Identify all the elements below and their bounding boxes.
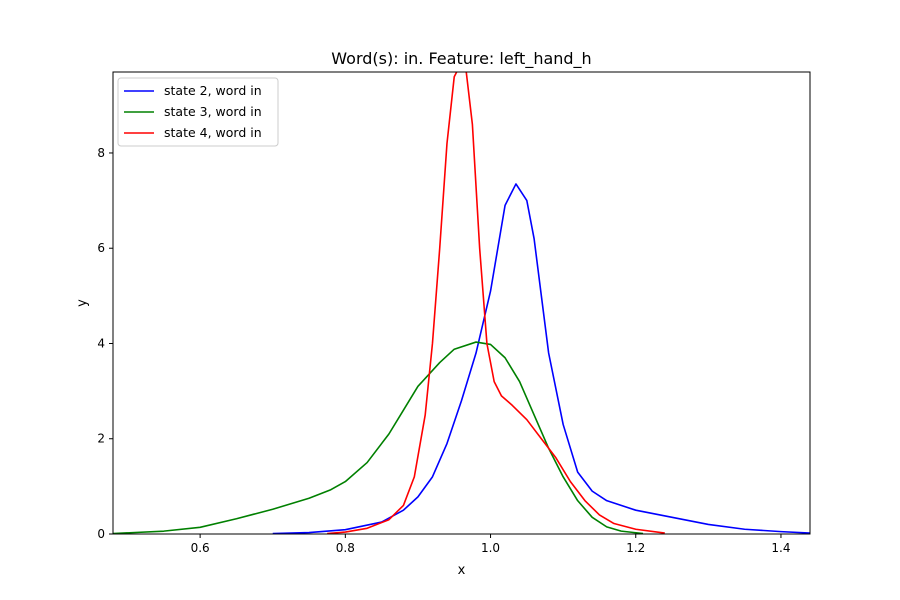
plot-area xyxy=(113,72,810,534)
series-line-2 xyxy=(113,341,644,534)
y-tick-label: 6 xyxy=(97,241,105,255)
y-tick-label: 2 xyxy=(97,432,105,446)
legend-label-2: state 3, word in xyxy=(164,104,262,119)
y-tick-label: 0 xyxy=(97,527,105,541)
x-axis: 0.6 0.8 1.0 1.2 1.4 xyxy=(191,534,791,555)
x-tick-label: 1.0 xyxy=(481,541,500,555)
x-tick-label: 1.2 xyxy=(626,541,645,555)
legend: state 2, word in state 3, word in state 4,… xyxy=(117,77,279,147)
plot-frame xyxy=(112,71,811,535)
y-axis: 0 2 4 6 8 xyxy=(97,146,113,541)
series-layer xyxy=(113,72,810,534)
legend-label-1: state 2, word in xyxy=(164,83,262,98)
legend-box xyxy=(117,77,279,147)
chart-title: Word(s): in. Feature: left_hand_h xyxy=(331,49,591,69)
legend-label-3: state 4, word in xyxy=(164,125,262,140)
x-tick-label: 0.8 xyxy=(336,541,355,555)
y-tick-label: 8 xyxy=(97,146,105,160)
x-tick-label: 1.4 xyxy=(771,541,790,555)
x-axis-label: x xyxy=(458,563,466,578)
series-line-1 xyxy=(272,183,810,534)
x-tick-label: 0.6 xyxy=(191,541,210,555)
y-tick-label: 4 xyxy=(97,336,105,350)
series-line-3 xyxy=(327,72,665,534)
y-axis-label: y xyxy=(75,299,90,307)
